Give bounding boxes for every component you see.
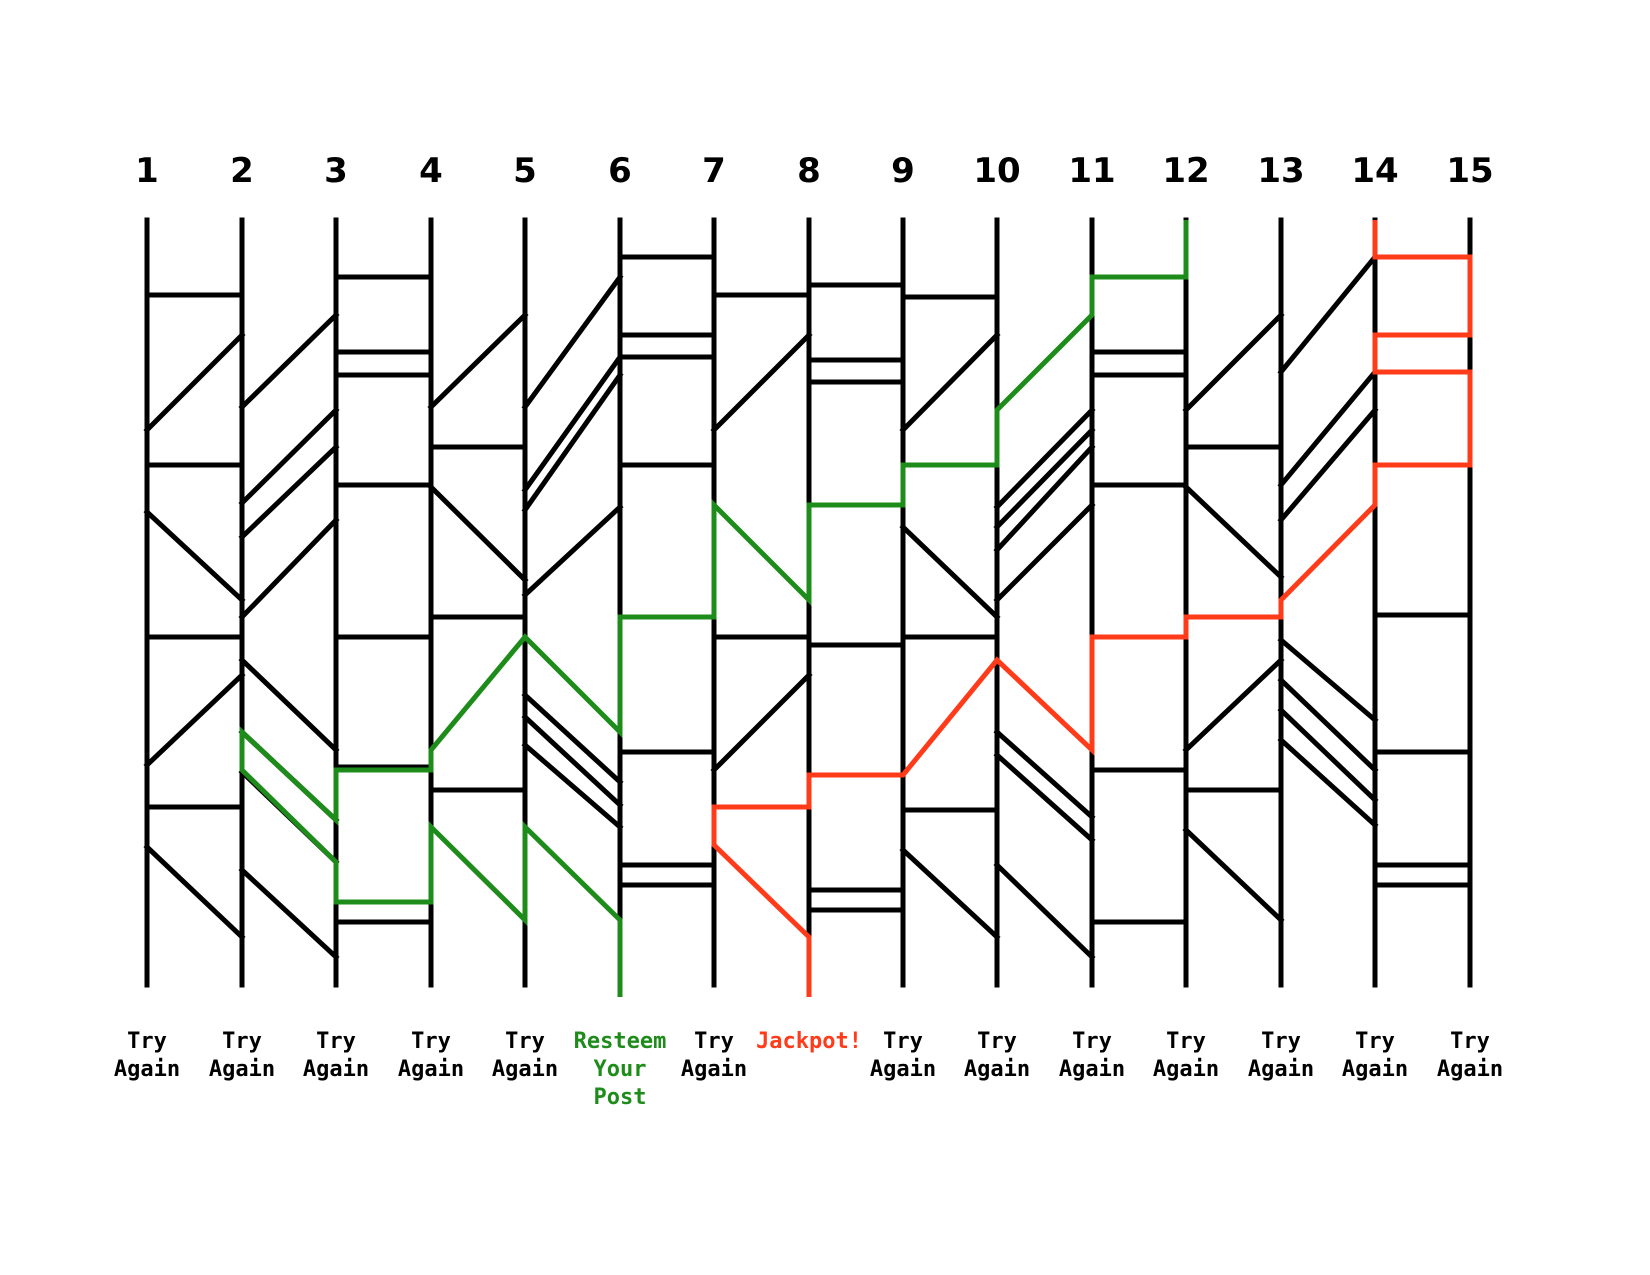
result-label-7: Try <box>694 1029 734 1054</box>
rung-78 <box>1277 368 1379 489</box>
column-number-11: 11 <box>1068 151 1115 191</box>
result-label-12: Again <box>1153 1057 1219 1082</box>
result-label-11: Try <box>1072 1029 1112 1054</box>
column-results: Try Again Try Again Try Again Try Again Try Again… <box>114 1029 1503 1110</box>
result-label-14: Again <box>1342 1057 1408 1082</box>
result-label-15: Again <box>1437 1057 1503 1082</box>
rung-35 <box>521 713 624 809</box>
result-label-1: Try <box>127 1029 167 1054</box>
column-number-9: 9 <box>891 151 915 191</box>
result-label-6: Your <box>594 1057 647 1082</box>
rung-34 <box>521 691 624 786</box>
rung-30 <box>521 273 624 411</box>
column-number-5: 5 <box>513 151 537 191</box>
column-number-12: 12 <box>1162 151 1209 191</box>
red-path-line <box>711 220 1473 997</box>
column-number-3: 3 <box>324 151 348 191</box>
rung-10 <box>238 406 340 507</box>
column-number-6: 6 <box>608 151 632 191</box>
rung-60 <box>993 406 1096 511</box>
result-label-9: Again <box>870 1057 936 1082</box>
result-label-10: Again <box>964 1057 1030 1082</box>
rung-47 <box>710 671 813 774</box>
result-label-5: Again <box>492 1057 558 1082</box>
column-number-10: 10 <box>973 151 1020 191</box>
result-label-5: Try <box>505 1029 545 1054</box>
red-path <box>711 220 1473 997</box>
result-label-7: Again <box>681 1057 747 1082</box>
column-number-13: 13 <box>1257 151 1304 191</box>
column-number-7: 7 <box>702 151 726 191</box>
column-number-14: 14 <box>1351 151 1398 191</box>
rung-79 <box>1277 406 1379 524</box>
rung-54 <box>899 331 1001 434</box>
rung-16 <box>238 866 340 961</box>
rung-64 <box>993 728 1096 821</box>
result-label-6: Resteem <box>574 1029 667 1054</box>
result-label-8: Jackpot! <box>756 1029 862 1054</box>
rung-11 <box>238 443 340 541</box>
rung-82 <box>1277 706 1379 804</box>
rung-84 <box>1277 253 1379 376</box>
result-label-13: Again <box>1248 1057 1314 1082</box>
rung-44 <box>710 331 813 434</box>
result-label-6: Post <box>594 1085 647 1110</box>
rung-83 <box>1277 736 1379 829</box>
rung-12 <box>238 516 340 621</box>
rung-77 <box>1182 826 1285 924</box>
result-label-13: Try <box>1261 1029 1301 1054</box>
column-number-1: 1 <box>135 151 159 191</box>
rung-59 <box>899 846 1001 941</box>
rung-13 <box>238 656 340 754</box>
result-label-3: Try <box>316 1029 356 1054</box>
rung-74 <box>1182 483 1285 581</box>
rung-31 <box>521 353 624 494</box>
rung-81 <box>1277 676 1379 774</box>
result-label-4: Again <box>398 1057 464 1082</box>
rung-6 <box>143 671 246 769</box>
result-label-11: Again <box>1059 1057 1125 1082</box>
column-number-2: 2 <box>230 151 254 191</box>
result-label-4: Try <box>411 1029 451 1054</box>
rung-36 <box>521 741 624 831</box>
result-label-1: Again <box>114 1057 180 1082</box>
rung-56 <box>899 523 1001 621</box>
result-label-2: Try <box>222 1029 262 1054</box>
rung-62 <box>993 443 1096 554</box>
rung-25 <box>427 311 529 411</box>
rung-8 <box>143 843 246 941</box>
rung-80 <box>1277 636 1379 724</box>
result-label-10: Try <box>977 1029 1017 1054</box>
rung-66 <box>993 861 1096 961</box>
green-path-line <box>239 220 1189 997</box>
column-number-4: 4 <box>419 151 443 191</box>
rung-32 <box>521 371 624 514</box>
result-label-3: Again <box>303 1057 369 1082</box>
result-label-9: Try <box>883 1029 923 1054</box>
rung-4 <box>143 508 246 604</box>
green-path <box>239 220 1189 997</box>
result-label-12: Try <box>1166 1029 1206 1054</box>
rung-72 <box>1182 311 1285 414</box>
column-number-15: 15 <box>1446 151 1493 191</box>
column-number-8: 8 <box>797 151 821 191</box>
rung-65 <box>993 751 1096 844</box>
rung-61 <box>993 426 1096 531</box>
rung-33 <box>521 503 624 599</box>
result-label-2: Again <box>209 1057 275 1082</box>
rung-63 <box>993 501 1096 604</box>
result-label-14: Try <box>1355 1029 1395 1054</box>
rung-27 <box>427 483 529 584</box>
rung-2 <box>143 331 246 434</box>
column-numbers: 1 2 3 4 5 6 7 8 9 10 11 12 13 14 15 <box>135 151 1494 191</box>
rung-75 <box>1182 656 1285 754</box>
result-label-15: Try <box>1450 1029 1490 1054</box>
rung-9 <box>238 311 340 411</box>
